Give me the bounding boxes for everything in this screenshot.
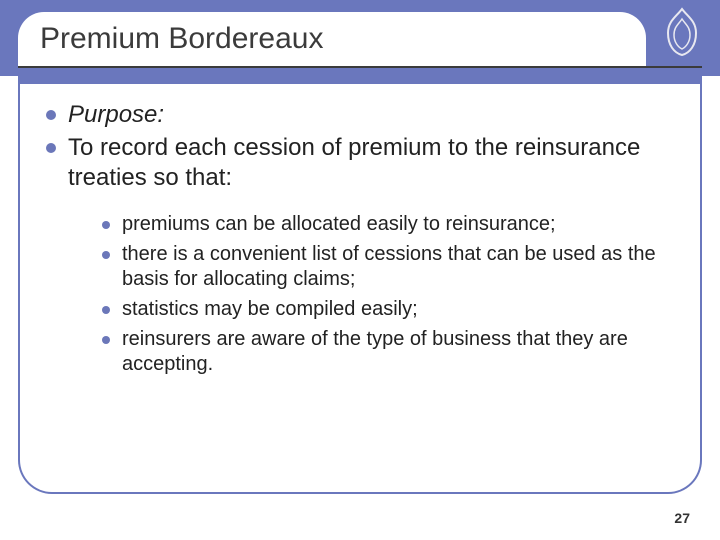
list-item: premiums can be allocated easily to rein… xyxy=(102,212,664,238)
list-item: statistics may be compiled easily; xyxy=(102,297,664,323)
list-item: reinsurers are aware of the type of busi… xyxy=(102,327,664,378)
list-item: To record each cession of premium to the… xyxy=(46,133,674,194)
list-item-text: statistics may be compiled easily; xyxy=(122,297,418,323)
bullet-icon xyxy=(102,306,110,314)
list-item-text: Purpose: xyxy=(68,100,164,131)
body-content: Purpose: To record each cession of premi… xyxy=(46,100,674,382)
title-underline-thin xyxy=(18,66,702,68)
bullet-icon xyxy=(102,221,110,229)
title-underline-thick xyxy=(18,76,702,84)
slide-title: Premium Bordereaux xyxy=(40,22,323,56)
bullet-icon xyxy=(46,110,56,120)
list-item: there is a convenient list of cessions t… xyxy=(102,242,664,293)
list-item-text: reinsurers are aware of the type of busi… xyxy=(122,327,664,378)
bullet-icon xyxy=(46,143,56,153)
list-item-text: there is a convenient list of cessions t… xyxy=(122,242,664,293)
bullet-icon xyxy=(102,336,110,344)
list-item-text: premiums can be allocated easily to rein… xyxy=(122,212,556,238)
title-container: Premium Bordereaux xyxy=(18,12,646,66)
list-item: Purpose: xyxy=(46,100,674,131)
sub-list: premiums can be allocated easily to rein… xyxy=(102,212,664,378)
page-number: 27 xyxy=(674,510,690,526)
flame-shield-icon xyxy=(660,6,704,58)
slide: Premium Bordereaux Purpose: To record ea… xyxy=(0,0,720,540)
bullet-icon xyxy=(102,251,110,259)
list-item-text: To record each cession of premium to the… xyxy=(68,133,674,194)
